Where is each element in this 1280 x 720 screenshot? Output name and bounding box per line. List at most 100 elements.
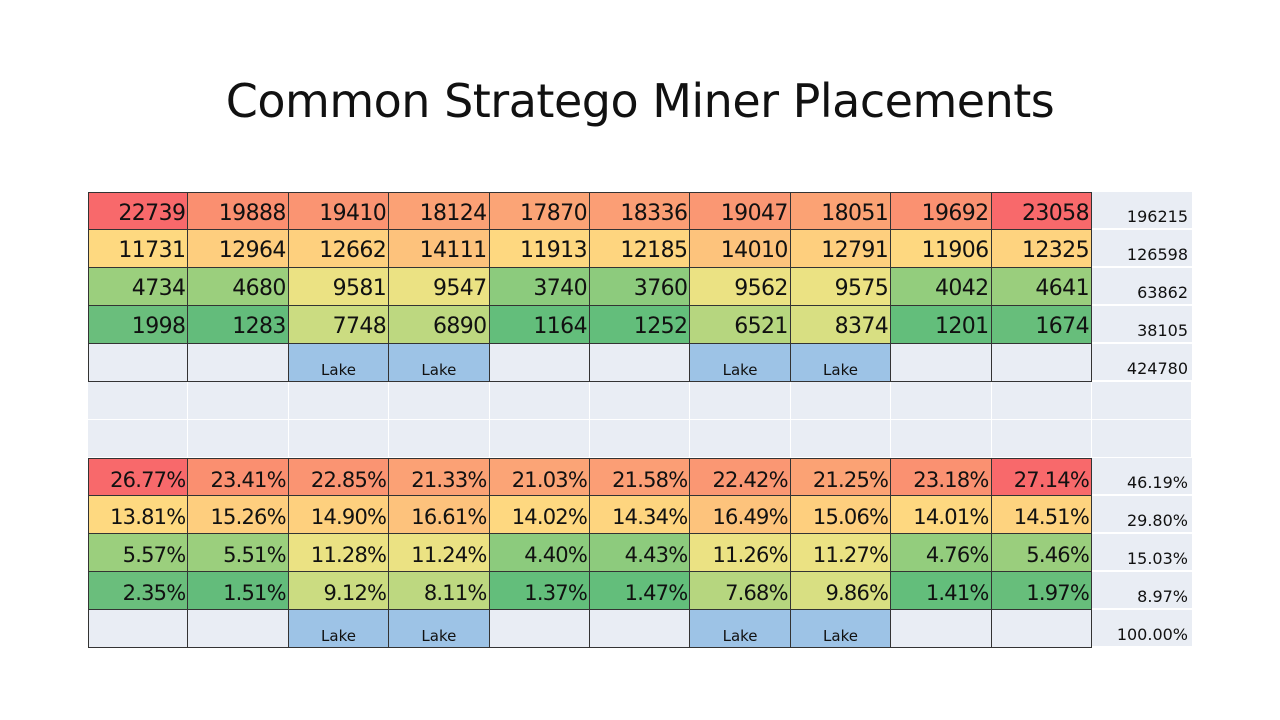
heatmap-cell: 4042 (891, 268, 992, 306)
page-title: Common Stratego Miner Placements (225, 74, 1055, 128)
empty-cell (88, 344, 189, 382)
heatmap-cell: 22.42% (690, 458, 791, 496)
heatmap-cell: 12185 (590, 230, 691, 268)
heatmap-cell: 8.11% (389, 572, 490, 610)
heatmap-cell: 7.68% (690, 572, 791, 610)
lake-cell: Lake (288, 610, 390, 648)
empty-cell (690, 420, 791, 458)
empty-cell (389, 382, 490, 420)
heatmap-cell: 5.51% (188, 534, 289, 572)
empty-cell (188, 610, 289, 648)
empty-cell (690, 382, 791, 420)
heatmap-cell: 22739 (88, 192, 189, 230)
heatmap-cell: 1674 (991, 306, 1092, 344)
empty-cell (891, 610, 992, 648)
heatmap-cell: 6521 (690, 306, 791, 344)
heatmap-cell: 11731 (88, 230, 189, 268)
heatmap-cell: 1.41% (891, 572, 992, 610)
empty-cell (88, 382, 189, 420)
heatmap-cell: 19047 (690, 192, 791, 230)
empty-cell (389, 420, 490, 458)
heatmap-cell: 18336 (590, 192, 691, 230)
heatmap-cell: 5.57% (88, 534, 189, 572)
lake-cell: Lake (690, 610, 791, 648)
heatmap-cell: 3760 (590, 268, 691, 306)
heatmap-cell: 11.28% (288, 534, 390, 572)
empty-cell (288, 382, 390, 420)
heatmap-cell: 18051 (790, 192, 892, 230)
empty-cell (1092, 420, 1192, 458)
heatmap-cell: 1252 (590, 306, 691, 344)
empty-cell (489, 610, 590, 648)
heatmap-cell: 1201 (891, 306, 992, 344)
heatmap-cell: 8374 (790, 306, 892, 344)
empty-cell (188, 382, 289, 420)
heatmap-cell: 14.01% (891, 496, 992, 534)
lake-cell: Lake (389, 610, 490, 648)
heatmap-cell: 13.81% (88, 496, 189, 534)
heatmap-cell: 22.85% (288, 458, 390, 496)
empty-cell (288, 420, 390, 458)
empty-cell (188, 344, 289, 382)
lake-cell: Lake (288, 344, 390, 382)
heatmap-cell: 4.76% (891, 534, 992, 572)
heatmap-cell: 14.90% (288, 496, 390, 534)
heatmap-cell: 11.26% (690, 534, 791, 572)
row-total: 126598 (1092, 230, 1192, 268)
empty-cell (991, 610, 1092, 648)
heatmap-cell: 2.35% (88, 572, 189, 610)
empty-cell (891, 344, 992, 382)
heatmap-cell: 7748 (288, 306, 390, 344)
grand-total: 100.00% (1092, 610, 1192, 648)
heatmap-cell: 15.26% (188, 496, 289, 534)
empty-cell (590, 344, 691, 382)
heatmap-cell: 9562 (690, 268, 791, 306)
heatmap-cell: 14010 (690, 230, 791, 268)
empty-cell (88, 610, 189, 648)
empty-cell (489, 344, 590, 382)
row-total: 15.03% (1092, 534, 1192, 572)
heatmap-cell: 14.02% (489, 496, 590, 534)
heatmap-cell: 9.12% (288, 572, 390, 610)
heatmap-cell: 1164 (489, 306, 590, 344)
empty-cell (790, 420, 892, 458)
heatmap-cell: 14.51% (991, 496, 1092, 534)
heatmap-cell: 19692 (891, 192, 992, 230)
heatmap-cell: 1.51% (188, 572, 289, 610)
row-total: 196215 (1092, 192, 1192, 230)
empty-cell (188, 420, 289, 458)
empty-cell (1092, 382, 1192, 420)
heatmap-cell: 27.14% (991, 458, 1092, 496)
heatmap-cell: 14.34% (590, 496, 691, 534)
heatmap-cell: 9.86% (790, 572, 892, 610)
heatmap-cell: 1.37% (489, 572, 590, 610)
heatmap-cell: 23.41% (188, 458, 289, 496)
row-total: 29.80% (1092, 496, 1192, 534)
empty-cell (590, 382, 691, 420)
empty-cell (88, 420, 189, 458)
empty-cell (891, 420, 992, 458)
lake-cell: Lake (690, 344, 791, 382)
empty-cell (991, 382, 1092, 420)
lake-cell: Lake (790, 610, 892, 648)
empty-cell (790, 382, 892, 420)
empty-cell (991, 344, 1092, 382)
empty-cell (590, 420, 691, 458)
heatmap-cell: 12325 (991, 230, 1092, 268)
heatmap-cell: 11.27% (790, 534, 892, 572)
heatmap-cell: 11913 (489, 230, 590, 268)
heatmap-cell: 4680 (188, 268, 289, 306)
heatmap-cell: 4.43% (590, 534, 691, 572)
row-total: 63862 (1092, 268, 1192, 306)
heatmap-cell: 4641 (991, 268, 1092, 306)
heatmap-cell: 16.49% (690, 496, 791, 534)
lake-cell: Lake (790, 344, 892, 382)
heatmap-cell: 9547 (389, 268, 490, 306)
lake-cell: Lake (389, 344, 490, 382)
heatmap-cell: 12662 (288, 230, 390, 268)
heatmap-cell: 16.61% (389, 496, 490, 534)
heatmap-cell: 14111 (389, 230, 490, 268)
heatmap-cell: 3740 (489, 268, 590, 306)
empty-cell (891, 382, 992, 420)
heatmap-cell: 1.97% (991, 572, 1092, 610)
